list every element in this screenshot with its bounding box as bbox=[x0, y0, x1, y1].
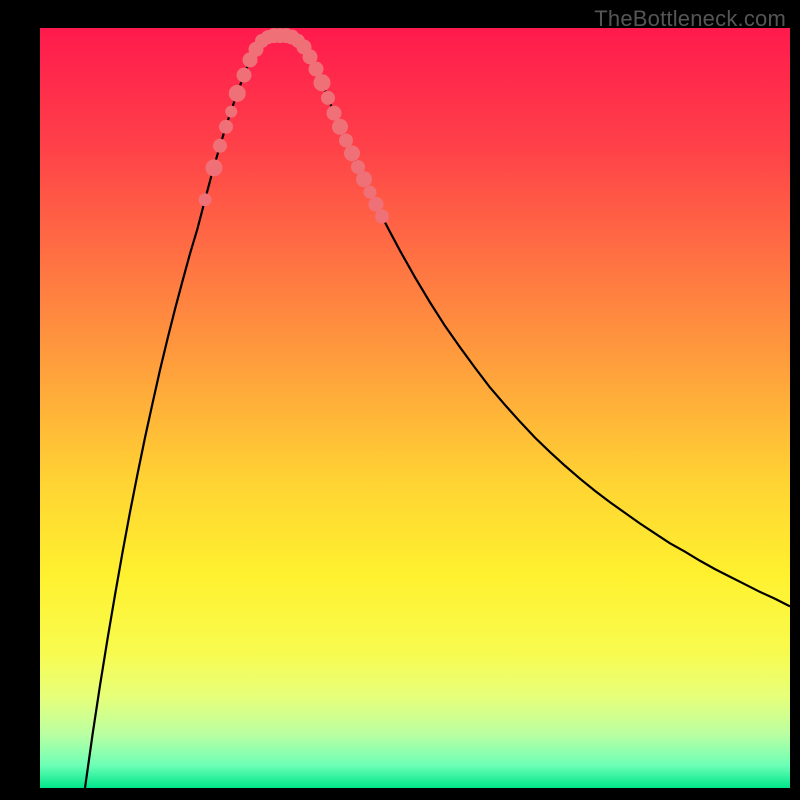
scatter-dot bbox=[229, 85, 246, 102]
scatter-dot bbox=[213, 139, 227, 153]
scatter-dot bbox=[375, 209, 389, 223]
chart-frame: TheBottleneck.com bbox=[0, 0, 800, 800]
scatter-dot bbox=[225, 106, 237, 118]
scatter-dot bbox=[339, 133, 353, 147]
scatter-dot bbox=[237, 68, 252, 83]
scatter-dot bbox=[219, 120, 233, 134]
scatter-dot bbox=[321, 91, 335, 105]
scatter-dot bbox=[356, 171, 372, 187]
scatter-dot bbox=[344, 145, 360, 161]
scatter-dot bbox=[332, 119, 348, 135]
plot-svg bbox=[40, 28, 790, 788]
scatter-dot bbox=[206, 159, 223, 176]
scatter-dot bbox=[314, 74, 331, 91]
scatter-dot bbox=[327, 106, 342, 121]
scatter-dot bbox=[199, 193, 212, 206]
scatter-dot bbox=[364, 186, 377, 199]
